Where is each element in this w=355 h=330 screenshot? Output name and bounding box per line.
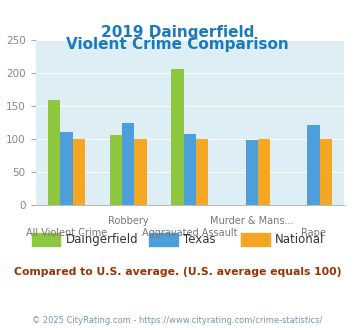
Text: Rape: Rape (301, 228, 326, 238)
Bar (258, 139, 270, 205)
Text: Robbery: Robbery (108, 216, 148, 226)
Bar (184, 134, 196, 205)
Bar (307, 125, 320, 205)
Bar (171, 69, 184, 205)
Bar (110, 135, 122, 205)
Text: Daingerfield: Daingerfield (66, 233, 138, 246)
Bar (246, 140, 258, 205)
Bar (134, 139, 147, 205)
Bar (72, 139, 85, 205)
Text: All Violent Crime: All Violent Crime (26, 228, 107, 238)
Text: © 2025 CityRating.com - https://www.cityrating.com/crime-statistics/: © 2025 CityRating.com - https://www.city… (32, 315, 323, 325)
Text: Texas: Texas (183, 233, 215, 246)
Bar (48, 100, 60, 205)
Bar (320, 139, 332, 205)
Text: Violent Crime Comparison: Violent Crime Comparison (66, 37, 289, 52)
Bar (196, 139, 208, 205)
Bar (60, 132, 72, 205)
Text: Murder & Mans...: Murder & Mans... (210, 216, 294, 226)
Text: National: National (275, 233, 324, 246)
Bar (122, 123, 134, 205)
Text: 2019 Daingerfield: 2019 Daingerfield (101, 25, 254, 40)
Text: Compared to U.S. average. (U.S. average equals 100): Compared to U.S. average. (U.S. average … (14, 267, 341, 277)
Text: Aggravated Assault: Aggravated Assault (142, 228, 238, 238)
